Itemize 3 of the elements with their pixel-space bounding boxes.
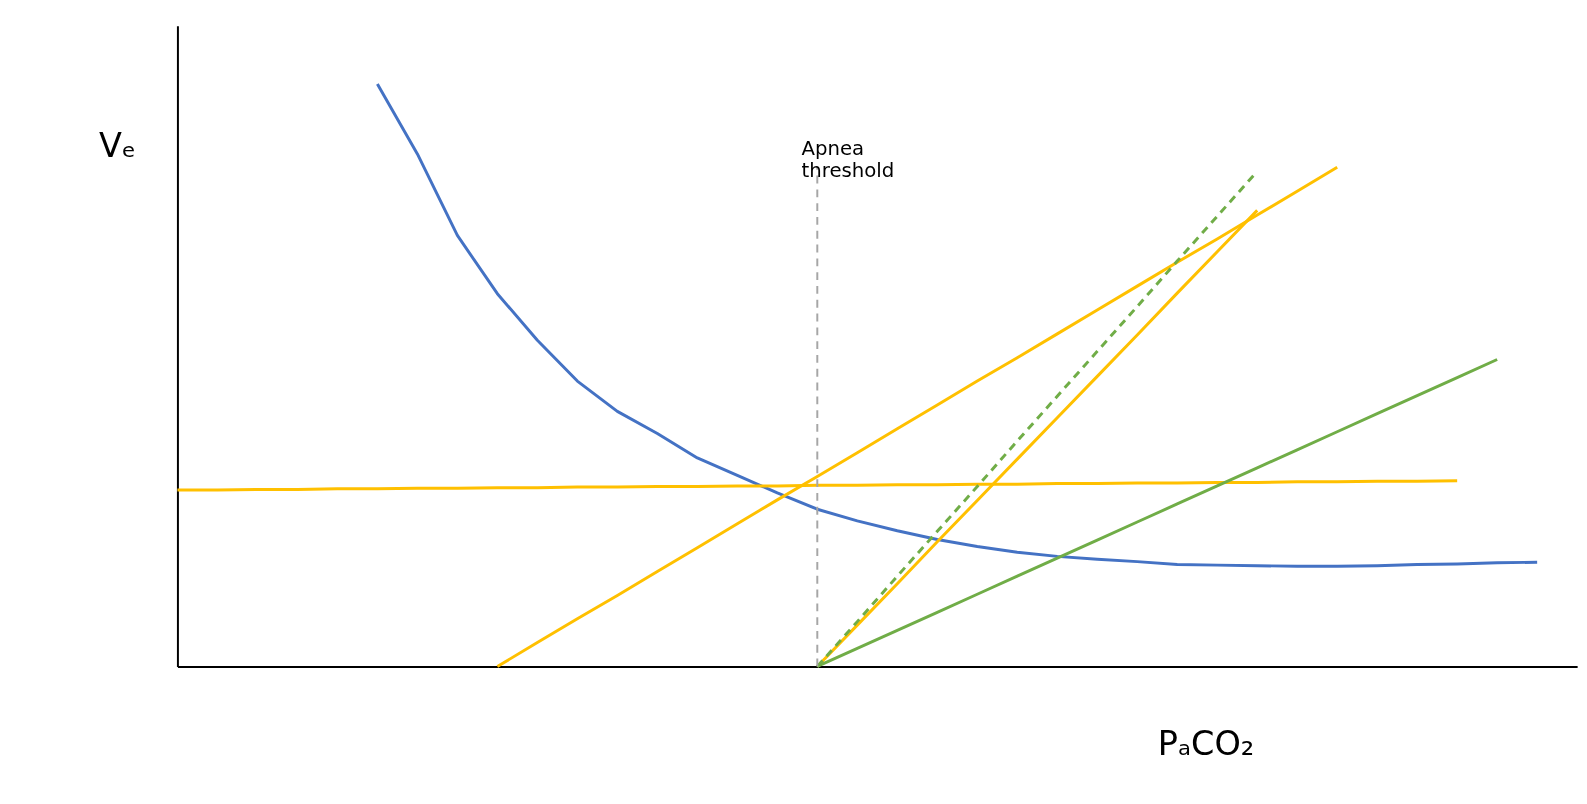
y-axis-title: Vₑ [99,126,136,166]
x-axis-title: PₐCO₂ [1157,723,1255,763]
annotation: Apnea threshold [801,136,895,182]
